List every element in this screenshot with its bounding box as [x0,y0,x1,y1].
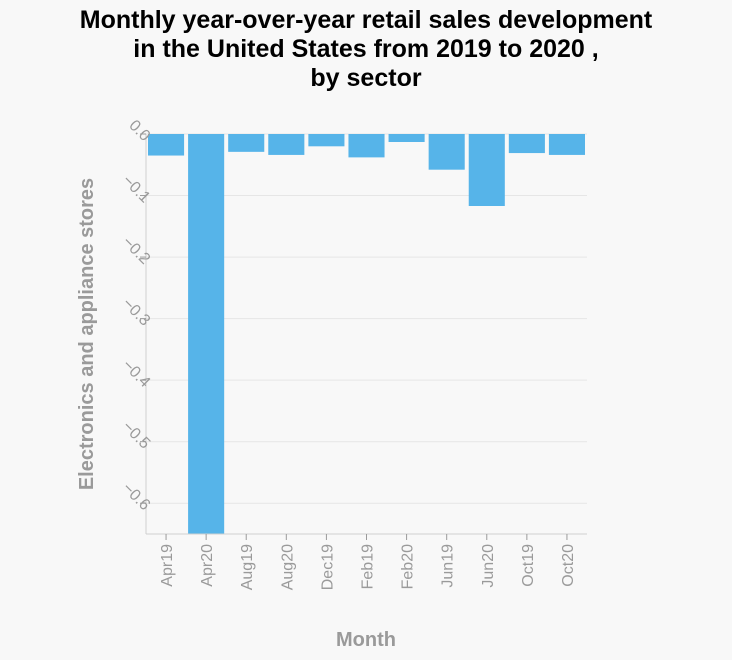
x-tick-label: Oct20 [560,544,577,587]
bar-Aug20 [268,134,305,155]
bar-Jun19 [428,134,465,170]
y-tick-label: −0.1 [119,172,153,206]
bar-Oct20 [548,134,585,155]
x-tick-label: Dec19 [319,544,336,590]
x-tick-label: Oct19 [520,544,537,587]
bar-Apr19 [148,134,185,156]
bar-Oct19 [508,134,545,154]
y-ticks: 0.0−0.1−0.2−0.3−0.4−0.5−0.6 [119,117,153,514]
bar-Aug19 [228,134,265,152]
y-tick-label: −0.2 [119,234,153,268]
y-tick-label: −0.4 [119,357,153,391]
x-tick-label: Feb20 [400,544,417,589]
y-tick-label: −0.5 [119,418,153,452]
x-ticks: Apr19 Apr20 Aug19 Aug20 Dec19 Feb19 Feb20 Jun19… [159,534,577,590]
x-tick-label: Aug20 [279,544,296,590]
bars [148,134,585,534]
bar-Dec19 [308,134,345,147]
bar-Feb20 [388,134,425,142]
x-tick-label: Feb19 [360,544,377,589]
x-tick-label: Jun20 [480,544,497,588]
chart-title: Monthly year-over-year retail sales deve… [79,6,653,92]
x-tick-label: Apr20 [199,544,216,587]
y-tick-label: −0.3 [119,295,153,329]
bar-Apr20 [188,134,225,534]
bar-Jun20 [468,134,505,206]
x-tick-label: Aug19 [239,544,256,590]
x-axis-label: Month [336,629,396,651]
x-tick-label: Jun19 [440,544,457,588]
bar-Feb19 [348,134,385,158]
x-tick-label: Apr19 [159,544,176,587]
y-axis-label: Electronics and appliance stores [76,178,98,490]
y-tick-label: −0.6 [119,480,153,514]
